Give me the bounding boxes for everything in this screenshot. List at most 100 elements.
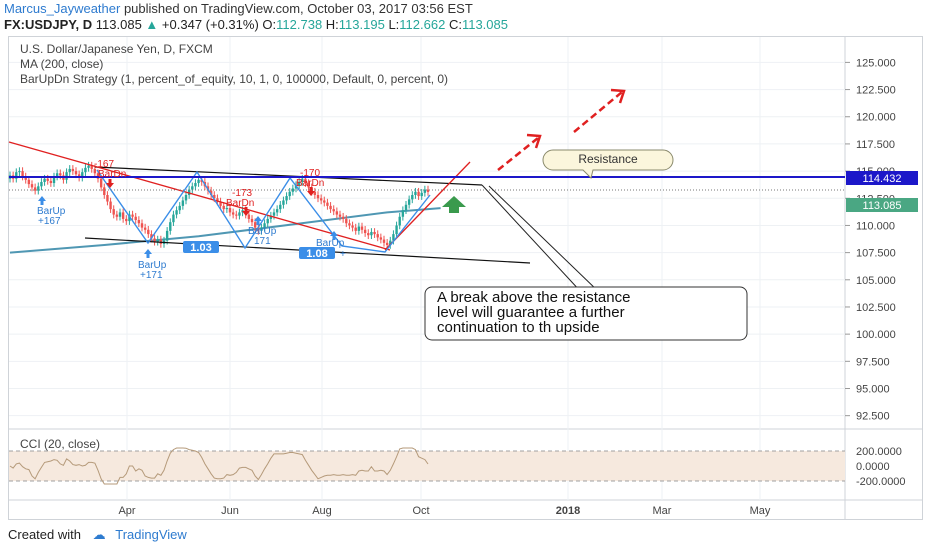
candle-body bbox=[382, 239, 386, 243]
bardn-3-label: BarDn bbox=[296, 178, 324, 189]
candle-body bbox=[15, 172, 18, 179]
published-text: published on TradingView.com, October 03… bbox=[123, 1, 473, 16]
candle-body bbox=[106, 195, 109, 202]
legend-ma: MA (200, close) bbox=[20, 57, 104, 71]
bardn-arrow-icon bbox=[307, 187, 315, 196]
candles bbox=[8, 161, 430, 249]
candle-body bbox=[21, 171, 24, 177]
candle-body bbox=[269, 215, 273, 219]
candle-body bbox=[341, 216, 345, 219]
candle-body bbox=[414, 191, 417, 196]
candle-body bbox=[304, 178, 307, 184]
candle-body bbox=[338, 214, 342, 217]
candle-body bbox=[150, 234, 153, 239]
candle-body bbox=[222, 205, 225, 210]
candle-body bbox=[165, 230, 169, 241]
candle-body bbox=[247, 214, 251, 219]
symbol-line: FX:USDJPY, D 113.085 ▲ +0.347 (+0.31%) O… bbox=[4, 17, 508, 32]
candle-body bbox=[24, 176, 27, 180]
candle-body bbox=[87, 165, 90, 168]
x-tick-label: Apr bbox=[118, 505, 135, 517]
candle-body bbox=[77, 174, 81, 178]
x-tick-label: Jun bbox=[221, 505, 239, 517]
candle-body bbox=[153, 238, 156, 242]
cci-line bbox=[9, 447, 429, 485]
candle-body bbox=[345, 218, 348, 224]
candle-body bbox=[316, 195, 320, 199]
candle-body bbox=[407, 199, 411, 205]
candle-body bbox=[351, 225, 354, 228]
bardn-1-value: -167 bbox=[94, 159, 114, 170]
candle-body bbox=[354, 227, 357, 231]
open-value: 112.738 bbox=[276, 17, 323, 32]
author-link[interactable]: Marcus_Jayweather bbox=[4, 1, 121, 16]
resistance-bubble[interactable] bbox=[542, 149, 674, 179]
barup-4-value: + bbox=[340, 249, 346, 260]
last-price-label: 113.085 bbox=[863, 200, 902, 212]
time-axis[interactable]: Apr Jun Aug Oct 2018 Mar May bbox=[118, 505, 770, 517]
barup-3-label: BarUp bbox=[248, 226, 277, 237]
candle-body bbox=[392, 234, 395, 241]
candle-body bbox=[389, 240, 392, 246]
candle-body bbox=[213, 195, 216, 199]
candle-body bbox=[184, 195, 188, 201]
bardn-arrow-icon bbox=[242, 207, 250, 216]
y-tick-label: 102.500 bbox=[856, 302, 896, 314]
price-axis[interactable]: 125.000122.500120.000117.500115.000112.5… bbox=[845, 57, 896, 423]
cci-tick-label: -200.0000 bbox=[856, 476, 906, 488]
downtrend-line[interactable] bbox=[8, 141, 391, 251]
y-tick-label: 125.000 bbox=[856, 57, 896, 69]
ratio-box-1[interactable] bbox=[183, 241, 219, 253]
candle-body bbox=[250, 218, 254, 223]
candle-body bbox=[279, 204, 282, 210]
callout-line-1 bbox=[481, 184, 583, 294]
candle-body bbox=[74, 171, 78, 175]
candle-body bbox=[178, 205, 181, 211]
cci-tick-label: 0.0000 bbox=[856, 461, 890, 473]
bardn-2-label: BarDn bbox=[226, 198, 254, 209]
y-tick-label: 105.000 bbox=[856, 275, 896, 287]
candle-body bbox=[156, 239, 159, 242]
candle-body bbox=[128, 214, 131, 222]
candle-body bbox=[253, 222, 257, 228]
publish-line: Marcus_Jayweather published on TradingVi… bbox=[4, 1, 473, 16]
candle-body bbox=[216, 198, 219, 202]
high-label: H: bbox=[325, 17, 339, 32]
barup-1-label: BarUp bbox=[37, 206, 66, 217]
barup-arrow-icon bbox=[38, 196, 46, 205]
candle-body bbox=[37, 186, 40, 191]
ratio-box-1-label: 1.03 bbox=[190, 242, 211, 254]
bardn-1-label: BarDn bbox=[98, 169, 126, 180]
candle-body bbox=[49, 180, 53, 184]
candle-body bbox=[52, 176, 56, 184]
cci-tick-label: 200.0000 bbox=[856, 446, 902, 458]
candle-body bbox=[194, 183, 197, 187]
candle-body bbox=[231, 212, 235, 215]
upside-arrows[interactable] bbox=[497, 88, 626, 171]
tradingview-brand[interactable]: TradingView bbox=[115, 527, 187, 542]
open-label: O: bbox=[262, 17, 277, 32]
candle-body bbox=[18, 171, 21, 173]
candle-body bbox=[376, 234, 379, 238]
created-with: Created with bbox=[8, 527, 81, 542]
ratio-box-2[interactable] bbox=[299, 247, 335, 259]
price-pane[interactable] bbox=[9, 37, 845, 429]
note-box[interactable] bbox=[424, 286, 748, 341]
zigzag-pattern[interactable] bbox=[96, 169, 431, 253]
bardn-arrow-icon bbox=[106, 179, 114, 188]
candle-body bbox=[121, 212, 125, 219]
candle-body bbox=[275, 209, 279, 213]
candle-body bbox=[285, 196, 288, 201]
up-arrow-icon bbox=[442, 196, 466, 213]
candle-body bbox=[30, 184, 34, 188]
candle-body bbox=[103, 187, 106, 196]
candle-body bbox=[59, 173, 62, 176]
tradingview-logo-icon: ☁ bbox=[92, 527, 106, 542]
candle-body bbox=[81, 172, 84, 178]
candle-body bbox=[266, 218, 269, 224]
x-tick-label: Oct bbox=[412, 505, 429, 517]
candle-body bbox=[420, 192, 423, 197]
y-tick-label: 117.500 bbox=[856, 139, 895, 151]
candle-body bbox=[209, 190, 213, 196]
